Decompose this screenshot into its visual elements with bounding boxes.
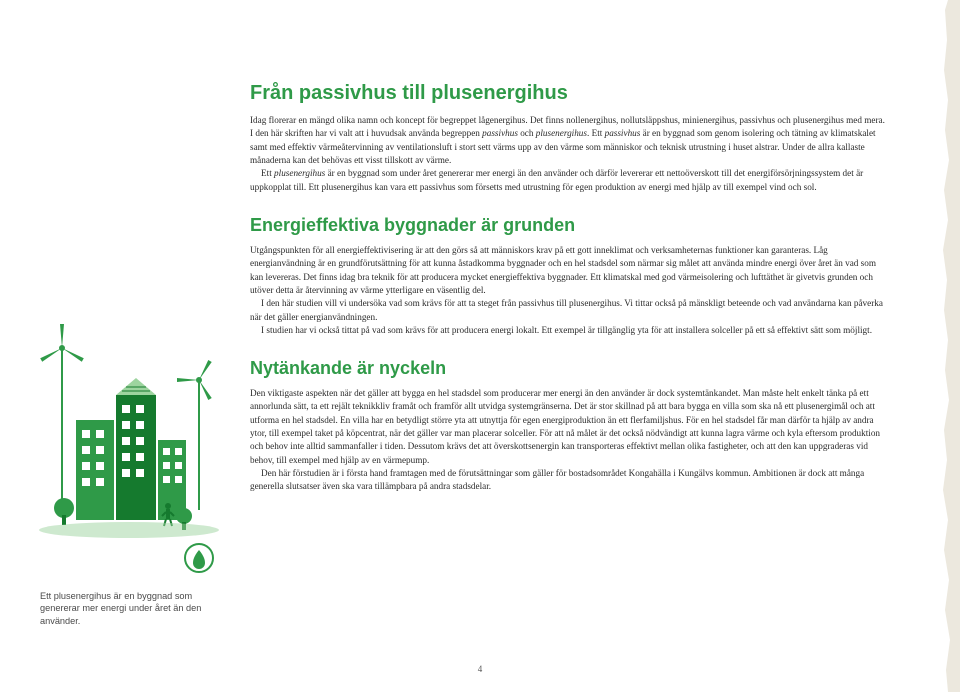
section1-body1: Idag florerar en mängd olika namn och ko…: [250, 114, 890, 167]
water-drop-icon: [185, 544, 213, 572]
section3-title: Nytänkande är nyckeln: [250, 359, 890, 379]
illustration-green-city: [34, 320, 224, 580]
section3-p1: Den viktigaste aspekten när det gäller a…: [250, 387, 890, 467]
page-number: 4: [0, 664, 960, 674]
page-tear-decoration: [930, 0, 960, 692]
section2-p2: I den här studien vill vi undersöka vad …: [250, 297, 890, 324]
section2-title: Energieffektiva byggnader är grunden: [250, 216, 890, 236]
page: Från passivhus till plusenergihus Idag f…: [0, 0, 960, 692]
section1-title: Från passivhus till plusenergihus: [250, 82, 890, 104]
section3-p2: Den här förstudien är i första hand fram…: [250, 467, 890, 494]
section2-p1: Utgångspunkten för all energieffektivise…: [250, 244, 890, 297]
tree-icon: [54, 498, 74, 525]
main-content: Från passivhus till plusenergihus Idag f…: [250, 82, 890, 494]
section1-body2: Ett plusenergihus är en byggnad som unde…: [250, 167, 890, 194]
section2-p3: I studien har vi också tittat på vad som…: [250, 324, 890, 337]
illustration-caption: Ett plusenergihus är en byggnad som gene…: [40, 590, 225, 627]
buildings-icon: [76, 378, 186, 520]
